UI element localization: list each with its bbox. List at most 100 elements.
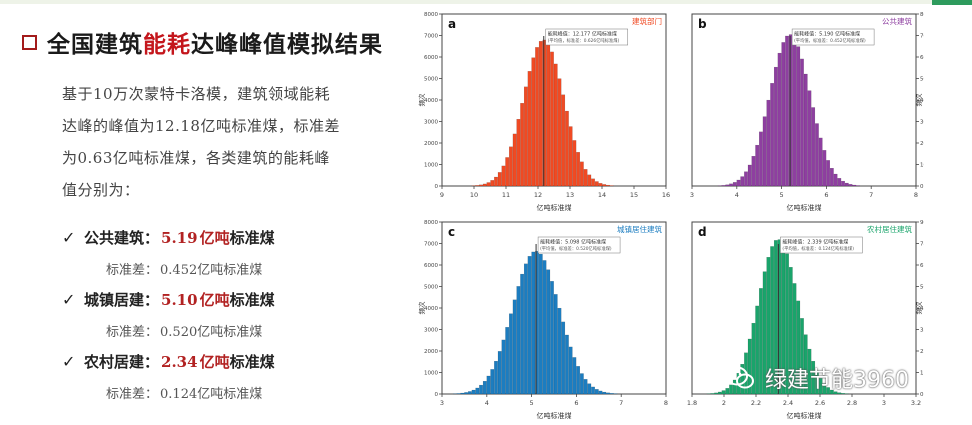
annotation-line: 能耗峰值：5.098 亿吨标准煤 <box>540 239 606 246</box>
histogram-bar <box>732 182 737 187</box>
annotation-box <box>537 236 621 254</box>
x-tick-label: 7 <box>619 399 623 407</box>
item-name: 城镇居建： <box>84 291 160 309</box>
histogram-bar <box>803 73 808 187</box>
y-tick-label: 3000 <box>424 328 438 334</box>
histogram-bar <box>475 185 480 187</box>
y-tick-label: 7875 <box>920 242 924 248</box>
histogram-bar <box>520 273 524 395</box>
intro-line: 为0.63亿吨标准煤，各类建筑的能耗峰 <box>62 149 330 167</box>
histogram-bar <box>527 71 532 187</box>
histogram-bar <box>833 391 838 395</box>
histogram-bar <box>531 57 536 187</box>
panel-letter: c <box>448 225 455 239</box>
histogram-bar <box>606 184 610 187</box>
histogram-bar <box>587 174 592 187</box>
histogram-bar <box>505 327 510 395</box>
histogram-bar <box>807 90 812 187</box>
y-tick-label: 1000 <box>424 163 438 169</box>
histogram-panel-b: 3 4 5 6 7 80 1000 2000 3000 4000 5000 6000 7000 8000 亿… <box>690 12 924 212</box>
top-divider <box>0 0 972 4</box>
histogram-bar <box>523 86 528 187</box>
histogram-bar <box>505 157 510 187</box>
histogram-bar <box>837 178 842 187</box>
x-tick-label: 13 <box>566 191 574 199</box>
histogram-bar <box>762 116 767 187</box>
intro-paragraph: 基于10万次蒙特卡洛模，建筑领域能耗 达峰的峰值为12.18亿吨标准煤，标准差 … <box>62 78 397 206</box>
item-unit-highlight: 亿吨 <box>199 291 230 309</box>
y-tick-label: 4000 <box>424 306 438 312</box>
histogram-bar <box>520 103 524 187</box>
histogram-bar <box>471 389 476 395</box>
histogram-bar <box>494 176 498 187</box>
histogram-bar <box>822 383 827 395</box>
y-tick-label: 1000 <box>424 371 438 377</box>
x-tick-label: 2 <box>722 399 726 407</box>
histogram-bar <box>773 240 778 395</box>
histogram-bar <box>576 152 580 187</box>
histogram-bar <box>490 369 495 395</box>
panel-letter: b <box>698 17 707 31</box>
histogram-bar <box>594 181 599 187</box>
histogram-bar <box>818 378 823 395</box>
histogram-bar <box>759 131 763 187</box>
annotation-box <box>545 28 629 46</box>
histogram-bar <box>516 119 521 187</box>
y-tick-label: 6000 <box>424 55 438 61</box>
histogram-bar <box>598 390 603 395</box>
histogram-bar <box>714 392 718 395</box>
histogram-bar <box>740 176 745 187</box>
sd-label: 标准差： <box>106 325 159 340</box>
histogram-bar <box>755 305 760 395</box>
x-tick-label: 6 <box>574 399 578 407</box>
x-tick-label: 2.4 <box>783 399 793 407</box>
x-axis-label: 亿吨标准煤 <box>787 203 822 212</box>
x-tick-label: 1.8 <box>687 399 697 407</box>
histogram-bar <box>598 183 603 187</box>
histogram-bar <box>751 156 756 187</box>
histogram-bar <box>542 39 547 187</box>
histogram-bar <box>538 41 543 187</box>
x-tick-label: 8 <box>664 399 668 407</box>
y-tick-label: 5625 <box>920 285 924 291</box>
histogram-bar <box>762 271 767 395</box>
histogram-bar <box>583 169 588 187</box>
item-unit-highlight: 亿吨 <box>199 353 230 371</box>
histogram-bar <box>826 387 830 395</box>
histogram-bar <box>717 391 722 395</box>
histogram-panel-a: 9 10 11 12 13 14 15 16 0 1000 2000 3000 4000 5000 6000… <box>418 12 670 212</box>
histogram-bar <box>602 391 607 395</box>
y-tick-label: 1000 <box>920 163 924 169</box>
histogram-bar <box>557 78 562 187</box>
histogram-bar <box>807 348 812 395</box>
histogram-bar <box>475 387 480 395</box>
annotation-line: (平均值，标准差：0.452亿吨标准煤) <box>794 37 866 44</box>
histogram-bar <box>509 313 513 395</box>
x-axis-label: 亿吨标准煤 <box>537 411 572 420</box>
histogram-bar <box>852 184 857 187</box>
histogram-bar <box>811 360 816 395</box>
histogram-bar <box>837 392 842 395</box>
histogram-bar <box>729 384 733 395</box>
histogram-bar <box>557 307 562 395</box>
x-tick-label: 5 <box>530 399 534 407</box>
top-accent-bar <box>932 0 972 5</box>
histogram-bar <box>856 185 860 187</box>
histogram-bar <box>456 393 461 395</box>
histogram-panel-d: 1.8 2 2.2 2.4 2.6 2.8 3 3.20 1125 2250 3375 4500 562… <box>687 220 924 420</box>
histogram-bar <box>826 160 830 187</box>
histogram-bar <box>583 379 588 395</box>
y-tick-label: 7000 <box>920 34 924 40</box>
x-axis-label: 亿吨标准煤 <box>787 411 822 420</box>
histogram-bar <box>512 133 517 187</box>
y-tick-label: 5000 <box>920 77 924 83</box>
y-tick-label: 0 <box>920 184 924 190</box>
histogram-bar <box>501 339 506 395</box>
histogram-bar <box>606 392 610 395</box>
histogram-bar <box>594 389 599 395</box>
histogram-bar <box>602 184 607 187</box>
list-item-urban: ✓ 城镇居建： 5.10 亿吨 标准煤 <box>62 284 402 315</box>
x-tick-label: 4 <box>735 191 739 199</box>
histogram-bar <box>770 246 774 395</box>
histogram-bar <box>811 107 816 187</box>
